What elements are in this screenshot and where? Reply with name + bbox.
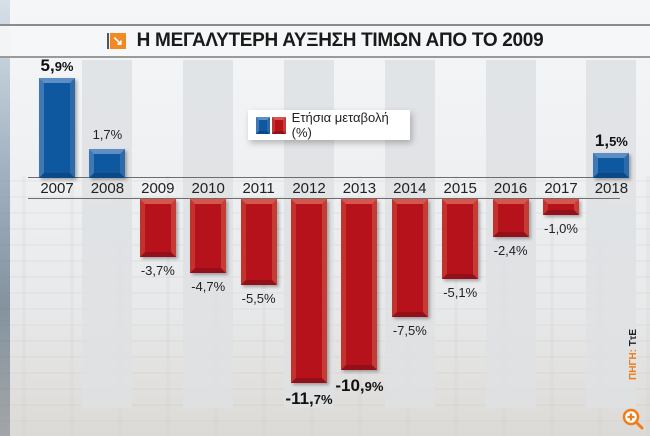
legend-swatch-negative bbox=[271, 116, 286, 134]
value-label-2014: -7,5% bbox=[392, 322, 427, 338]
bar-2010 bbox=[190, 199, 227, 273]
column-band bbox=[82, 60, 133, 408]
value-label-2018: 1,5% bbox=[594, 130, 628, 150]
bar-2018 bbox=[593, 152, 630, 178]
year-label-2018: 2018 bbox=[594, 180, 629, 197]
bar-2008 bbox=[89, 149, 126, 178]
bar-2015 bbox=[442, 199, 479, 280]
zoom-in-icon[interactable] bbox=[622, 408, 644, 430]
value-label-2015: -5,1% bbox=[443, 285, 478, 301]
value-label-2007: 5,9% bbox=[40, 56, 74, 75]
bar-2007 bbox=[39, 78, 75, 178]
bar-2014 bbox=[391, 199, 428, 317]
value-label-2013: -10,9% bbox=[335, 376, 384, 396]
legend-swatch-positive bbox=[256, 116, 270, 134]
value-label-2010: -4,7% bbox=[191, 278, 226, 294]
value-label-2009: -3,7% bbox=[140, 263, 175, 279]
value-label-2011: -5,5% bbox=[241, 291, 276, 307]
bar-2013 bbox=[341, 199, 378, 371]
year-label-2009: 2009 bbox=[141, 180, 175, 197]
year-label-2014: 2014 bbox=[393, 180, 427, 197]
year-label-2017: 2017 bbox=[544, 180, 578, 197]
source-note: ΠΗΓΗ: ΤτΕ bbox=[628, 328, 639, 380]
value-label-2008: 1,7% bbox=[92, 127, 123, 143]
year-label-2010: 2010 bbox=[191, 180, 225, 197]
title-bar: ↘ Η ΜΕΓΑΛΥΤΕΡΗ ΑΥΞΗΣΗ ΤΙΜΩΝ ΑΠΟ ΤΟ 2009 bbox=[0, 24, 650, 58]
bar-2011 bbox=[240, 199, 277, 286]
value-label-2017: -1,0% bbox=[544, 220, 578, 236]
value-label-2012: -11,7% bbox=[285, 389, 333, 408]
background-edge bbox=[0, 0, 10, 436]
year-label-2016: 2016 bbox=[493, 180, 528, 197]
year-label-2011: 2011 bbox=[242, 180, 275, 197]
legend-label: Ετήσια μεταβολή (%) bbox=[291, 110, 389, 140]
bar-2016 bbox=[492, 199, 529, 237]
bar-2017 bbox=[543, 199, 579, 215]
year-label-2007: 2007 bbox=[40, 180, 74, 197]
year-label-2015: 2015 bbox=[443, 180, 477, 197]
axis-line-upper bbox=[28, 177, 620, 178]
year-label-2012: 2012 bbox=[292, 180, 326, 197]
bar-2009 bbox=[139, 199, 176, 258]
axis-line-lower bbox=[28, 198, 620, 199]
column-band bbox=[586, 60, 637, 408]
year-label-2008: 2008 bbox=[90, 180, 125, 197]
value-label-2016: -2,4% bbox=[493, 242, 528, 258]
arrow-down-right-icon: ↘ bbox=[106, 33, 129, 49]
year-label-2013: 2013 bbox=[342, 180, 377, 197]
bar-2012 bbox=[291, 199, 327, 383]
chart-title: Η ΜΕΓΑΛΥΤΕΡΗ ΑΥΞΗΣΗ ΤΙΜΩΝ ΑΠΟ ΤΟ 2009 bbox=[136, 30, 544, 51]
legend: Ετήσια μεταβολή (%) bbox=[248, 110, 410, 140]
